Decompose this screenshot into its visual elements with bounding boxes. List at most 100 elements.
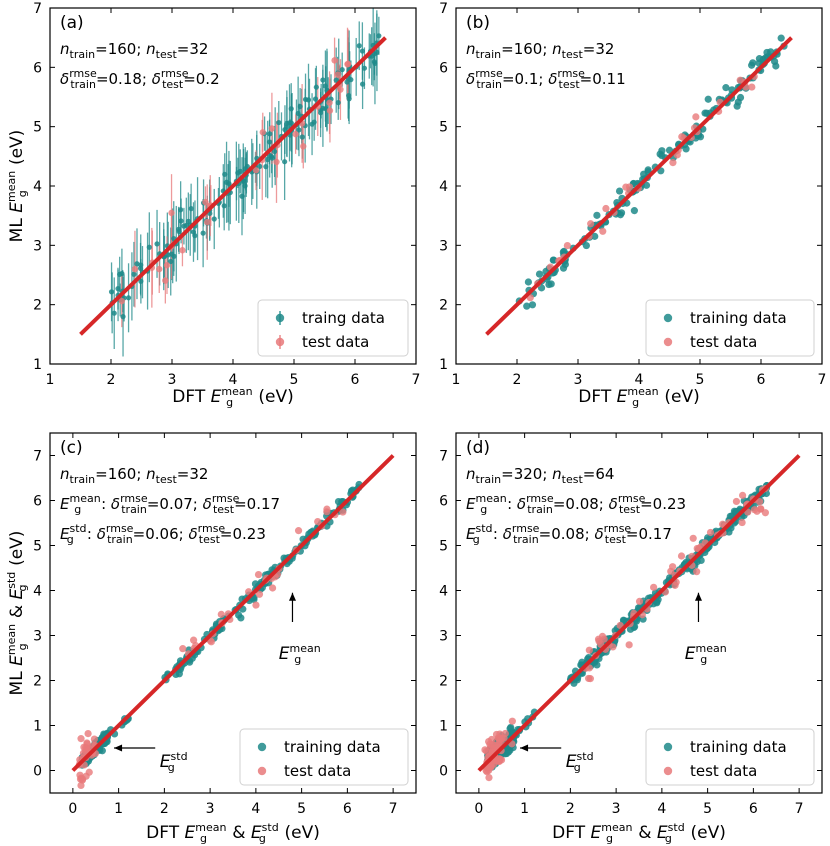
- test-point: [600, 635, 608, 643]
- test-point: [300, 143, 307, 150]
- y-tick-label: 2: [439, 298, 448, 314]
- train-point: [335, 100, 341, 106]
- x-tick-label: 4: [229, 372, 238, 388]
- test-point: [204, 218, 211, 226]
- train-point: [138, 278, 144, 284]
- arrow-head: [288, 592, 296, 601]
- y-tick-label: 1: [439, 357, 448, 373]
- x-tick-label: 5: [290, 372, 299, 388]
- test-point: [84, 729, 92, 738]
- train-point: [644, 166, 652, 174]
- test-point: [131, 265, 139, 273]
- train-point: [282, 127, 288, 133]
- train-point: [322, 83, 329, 89]
- x-tick-label: 7: [389, 801, 398, 817]
- test-point: [739, 491, 747, 499]
- test-point: [273, 158, 280, 166]
- train-point: [642, 181, 651, 189]
- test-point: [337, 86, 344, 93]
- panel-label: (a): [60, 13, 84, 33]
- test-point: [90, 735, 98, 743]
- train-point: [371, 59, 377, 65]
- y-tick-label: 0: [439, 764, 448, 780]
- train-point: [120, 314, 126, 320]
- train-point: [178, 218, 184, 224]
- y-tick-label: 5: [439, 120, 448, 136]
- panel-d: 0 1 2 3 4 5 6 7 0 1 2 3 4 5 6 7 (d) ntrain​=320; ntest​=6…: [439, 432, 823, 845]
- train-point: [359, 81, 366, 87]
- test-point: [594, 635, 603, 643]
- test-point: [693, 568, 701, 576]
- legend-box: [645, 728, 815, 786]
- test-point: [635, 597, 644, 606]
- train-point: [266, 139, 273, 145]
- train-point: [777, 34, 785, 42]
- train-point: [282, 159, 288, 165]
- axes-frame: [455, 432, 823, 794]
- arrow-head: [520, 744, 529, 752]
- train-point: [226, 181, 232, 187]
- test-point: [252, 601, 260, 609]
- train-point: [235, 170, 241, 176]
- train-point: [722, 84, 730, 92]
- test-point: [344, 60, 351, 68]
- test-point: [326, 107, 334, 114]
- y-tick-label: 1: [33, 357, 42, 373]
- test-point: [692, 113, 700, 121]
- arrow-head: [114, 744, 123, 752]
- legend-box: [257, 299, 409, 357]
- panel-label: (d): [466, 438, 490, 458]
- train-point: [257, 163, 263, 170]
- test-point: [609, 643, 617, 651]
- y-tick-label: 3: [439, 238, 448, 254]
- test-point: [732, 497, 741, 506]
- test-point: [587, 220, 595, 228]
- x-tick-label: 6: [749, 801, 758, 817]
- train-point: [559, 264, 568, 272]
- y-tick-label: 3: [33, 238, 42, 254]
- test-point: [190, 636, 198, 644]
- x-tick-label: 2: [566, 801, 575, 817]
- x-tick-label: 4: [251, 801, 260, 817]
- legend-box: [645, 299, 815, 357]
- test-point: [625, 641, 633, 649]
- y-tick-label: 7: [33, 1, 42, 17]
- plot-area: [485, 34, 793, 336]
- test-point: [179, 645, 187, 653]
- train-point: [115, 286, 121, 292]
- y-tick-label: 6: [33, 494, 42, 510]
- test-point: [254, 570, 263, 579]
- y-axis-label: ML Emeang​ (eV): [5, 130, 29, 243]
- train-point: [237, 614, 245, 622]
- train-point: [251, 580, 260, 588]
- train-point: [146, 244, 152, 250]
- train-point: [222, 171, 228, 177]
- train-point: [312, 96, 319, 102]
- test-point: [669, 563, 677, 571]
- test-point: [490, 760, 498, 768]
- train-point: [733, 102, 741, 110]
- legend-marker: [663, 337, 673, 347]
- test-point: [202, 198, 209, 206]
- x-tick-label: 2: [107, 372, 116, 388]
- train-point: [320, 105, 326, 111]
- test-point: [738, 518, 746, 527]
- y-tick-label: 7: [439, 1, 448, 17]
- train-point: [154, 241, 160, 247]
- y-tick-label: 4: [33, 179, 42, 195]
- legend-marker: [257, 742, 267, 752]
- x-tick-label: 4: [657, 801, 666, 817]
- plot-area: [71, 454, 395, 790]
- train-point: [108, 289, 115, 295]
- train-point: [267, 131, 273, 137]
- test-point: [669, 159, 677, 167]
- test-point: [292, 130, 299, 138]
- train-point: [344, 79, 350, 85]
- test-point: [339, 508, 347, 516]
- train-point: [221, 203, 227, 209]
- arrow-label: Emeang​: [279, 642, 321, 666]
- x-tick-label: 6: [757, 372, 766, 388]
